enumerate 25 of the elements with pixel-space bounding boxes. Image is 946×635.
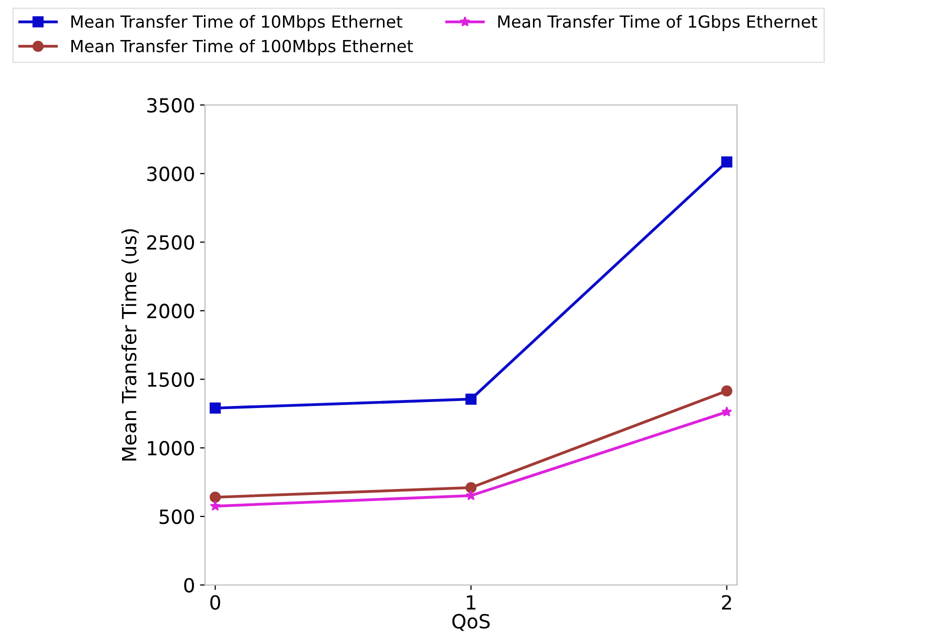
y-tick-label: 1500 [148,372,194,387]
y-axis-title: Mean Transfer Time (us) [121,229,139,461]
x-tick-label: 0 [210,595,220,610]
legend-label: Mean Transfer Time of 10Mbps Ethernet [71,15,402,32]
legend-label: Mean Transfer Time of 1Gbps Ethernet [498,15,818,32]
point [465,394,477,405]
x-tick-label: 2 [722,595,732,610]
point [210,402,221,414]
y-tick-label: 1000 [148,440,194,456]
point [721,406,732,417]
point [210,492,221,503]
y-tick-label: 500 [160,509,194,524]
x-tick-label: 1 [466,595,476,610]
point [465,482,477,494]
y-tick-label: 0 [184,578,194,593]
y-tick-label: 2500 [147,235,194,250]
point [210,500,221,511]
point [721,385,732,396]
x-axis-title: QoS [452,614,490,631]
y-tick-label: 2000 [147,304,194,318]
y-tick-label: 3500 [147,98,194,113]
point [721,156,732,168]
y-tick-label: 3000 [147,166,194,182]
point [466,490,476,500]
legend-label: Mean Transfer Time of 100Mbps Ethernet [71,39,413,56]
